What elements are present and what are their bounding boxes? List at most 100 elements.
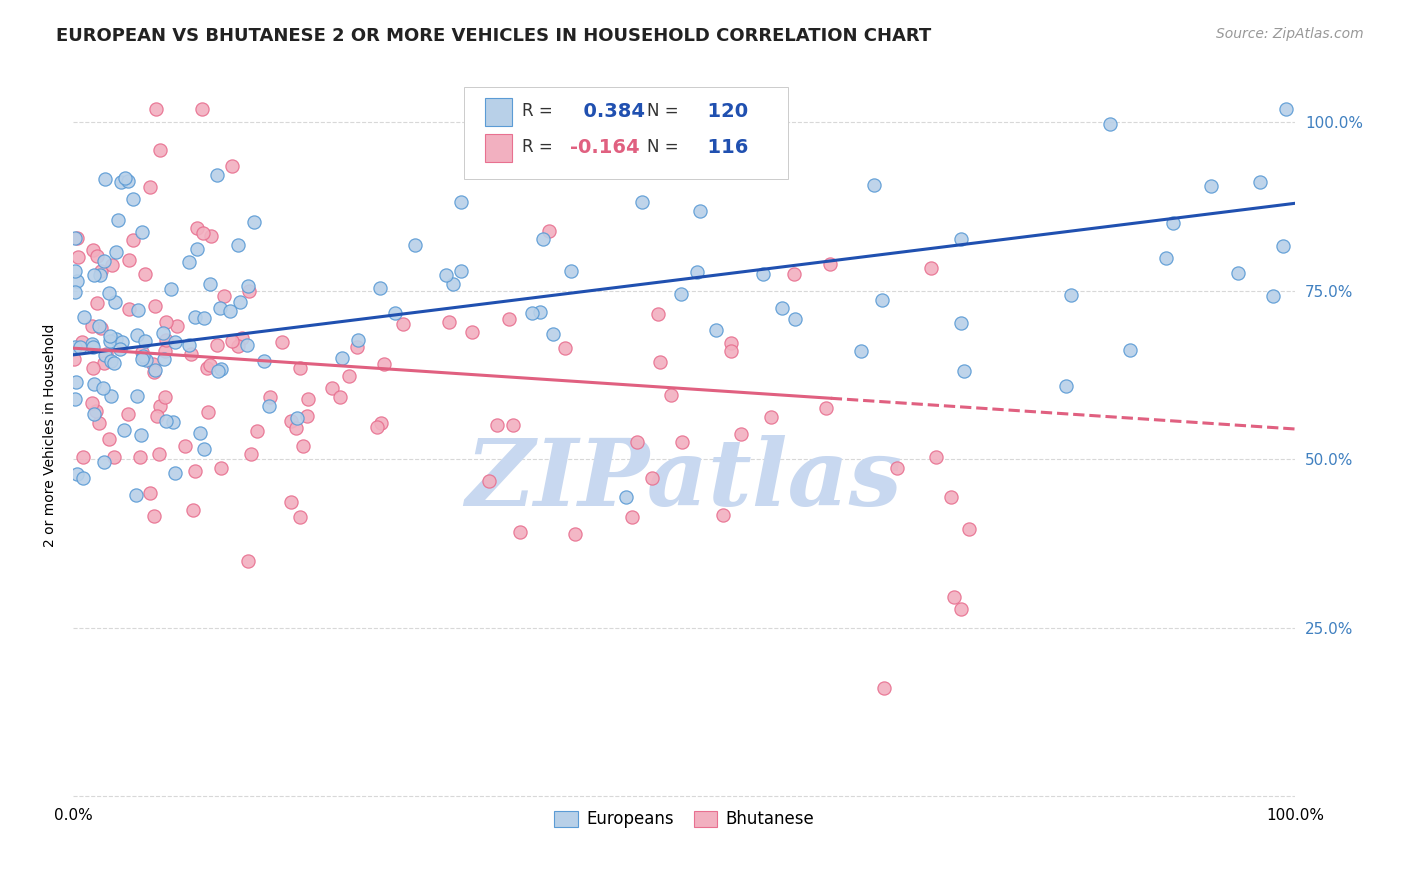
Point [121,233,143,247]
Point [236,338,259,352]
Point [179,255,201,269]
Point [957,522,980,536]
Point [441,277,464,291]
Point [280,414,302,428]
Point [110,335,132,350]
Point [238,285,260,299]
Point [181,502,204,516]
Text: R =: R = [522,138,553,156]
Point [145,102,167,116]
Point [873,681,896,695]
Point [450,195,472,210]
Point [1249,175,1271,189]
Point [391,318,413,332]
Point [149,399,172,413]
Point [953,364,976,378]
Point [212,289,235,303]
Point [153,390,176,404]
Point [280,494,302,508]
Point [103,450,125,464]
Point [782,267,804,281]
Point [91,382,114,396]
Point [1199,179,1222,194]
Point [163,335,186,350]
Point [127,302,149,317]
Point [143,509,166,524]
Point [849,343,872,358]
Point [626,435,648,450]
Point [815,401,838,415]
Point [97,285,120,300]
Point [139,180,162,194]
Point [65,375,87,389]
Text: EUROPEAN VS BHUTANESE 2 OR MORE VEHICLES IN HOUSEHOLD CORRELATION CHART: EUROPEAN VS BHUTANESE 2 OR MORE VEHICLES… [56,27,932,45]
Point [122,192,145,206]
Point [142,357,165,371]
Point [117,173,139,187]
Point [291,440,314,454]
Point [63,285,86,299]
Point [950,231,973,245]
Point [520,306,543,320]
FancyBboxPatch shape [464,87,787,178]
Point [117,252,139,267]
Point [720,336,742,351]
Point [704,323,727,337]
Point [191,102,214,116]
Point [271,335,294,350]
Point [82,395,104,409]
Point [236,554,259,568]
Point [104,332,127,346]
Point [96,347,118,361]
Point [872,293,894,307]
Point [650,355,672,369]
Point [226,339,249,353]
Point [330,351,353,365]
Point [886,460,908,475]
Point [711,508,734,523]
Point [153,352,176,367]
Y-axis label: 2 or more Vehicles in Household: 2 or more Vehicles in Household [44,324,58,548]
Point [221,334,243,348]
Point [155,333,177,347]
Point [554,341,576,355]
Point [630,194,652,209]
Point [290,360,312,375]
Point [107,213,129,227]
Point [125,327,148,342]
Point [100,353,122,368]
Point [174,439,197,453]
Point [818,257,841,271]
Point [925,450,948,464]
Point [160,282,183,296]
Point [132,349,155,363]
Point [149,143,172,157]
Point [246,425,269,439]
Point [134,334,156,348]
Text: 116: 116 [695,137,748,157]
Point [155,414,177,428]
Point [207,168,229,182]
Point [188,425,211,440]
Point [66,274,89,288]
Point [404,237,426,252]
Point [205,338,228,352]
Point [124,488,146,502]
Point [614,491,637,505]
Point [93,348,115,362]
Point [209,362,232,376]
Point [198,358,221,372]
Point [730,427,752,442]
Point [1263,289,1285,303]
Point [641,471,664,485]
Point [117,407,139,421]
Point [498,311,520,326]
Point [207,364,229,378]
Point [186,242,208,256]
Point [226,237,249,252]
Point [145,409,167,424]
Point [148,447,170,461]
Point [461,325,484,339]
Point [125,389,148,403]
Point [69,340,91,354]
